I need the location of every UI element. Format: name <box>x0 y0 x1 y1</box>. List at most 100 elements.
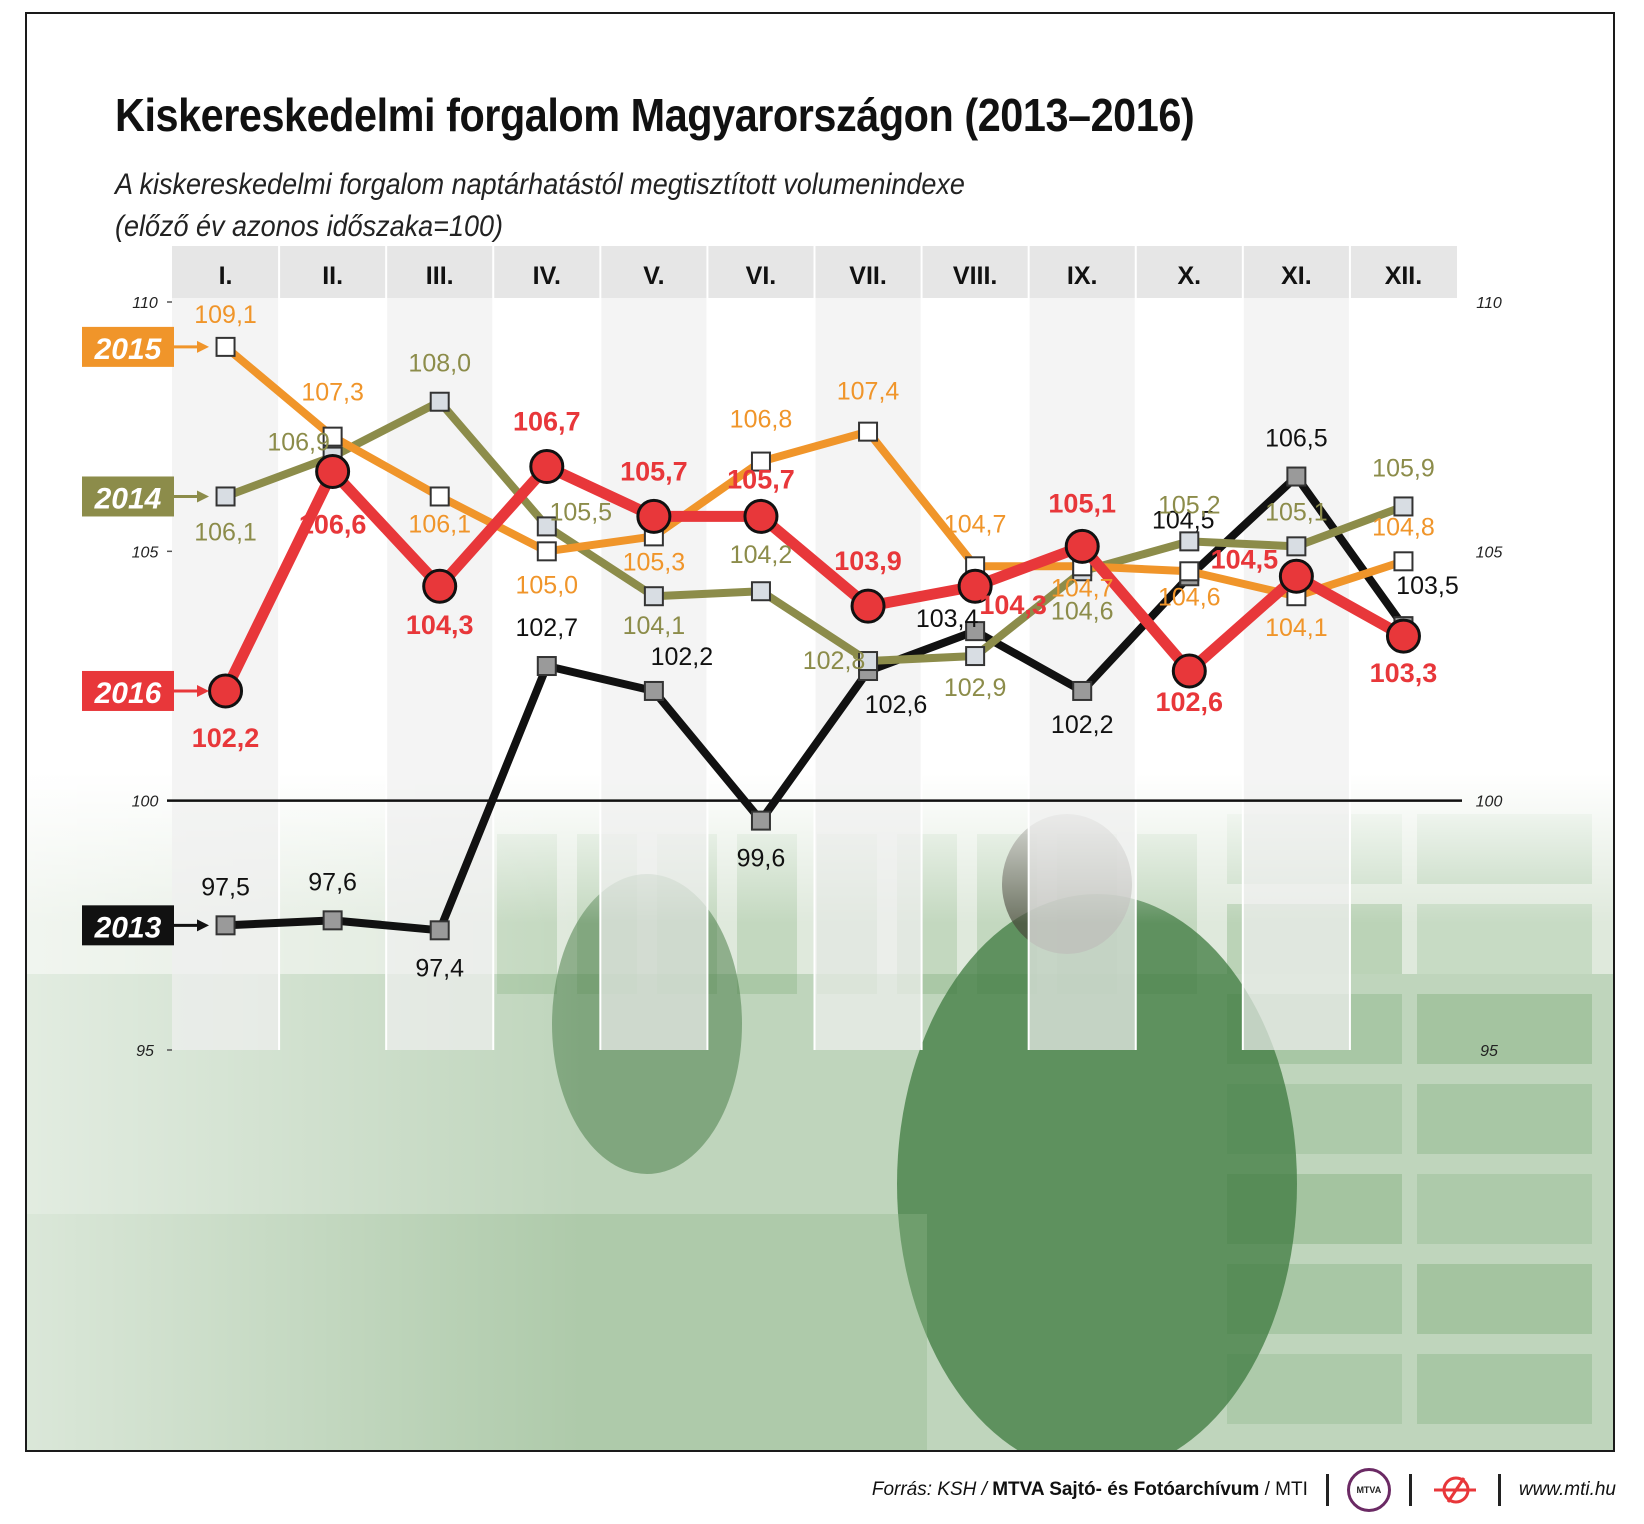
data-label-2013: 97,6 <box>308 868 357 896</box>
data-label-2015: 105,0 <box>516 571 579 599</box>
point-marker-2015 <box>750 451 771 472</box>
point-marker-2015 <box>1393 551 1414 572</box>
legend-tag-2014 <box>82 476 174 517</box>
data-label-2015: 104,7 <box>1051 574 1114 602</box>
point-marker-2016 <box>1064 528 1100 564</box>
point-marker-2015 <box>536 541 557 562</box>
point-marker-2013 <box>1072 680 1093 701</box>
point-marker-2013 <box>322 910 343 931</box>
point-marker-2016 <box>957 568 993 604</box>
point-marker-2016 <box>208 673 244 709</box>
footer-divider <box>1325 1474 1329 1506</box>
point-marker-2013 <box>965 621 986 642</box>
legend-arrowhead-2014 <box>197 490 209 503</box>
data-label-2016: 106,7 <box>513 407 581 437</box>
month-label: IX. <box>1067 262 1098 290</box>
point-marker-2015 <box>1179 561 1200 582</box>
y-tick-label-left: 95 <box>136 1043 154 1060</box>
data-label-2013: 103,4 <box>916 605 979 633</box>
data-labels: 97,5 97,6 97,4 102,7 102,2 99,6 102,6 103,4 102,… <box>192 301 1459 982</box>
month-label: VII. <box>849 262 887 290</box>
data-label-2013: 103,5 <box>1396 572 1459 600</box>
data-label-2016: 103,9 <box>834 546 902 576</box>
data-label-2014: 106,1 <box>194 518 257 546</box>
data-label-2014: 104,2 <box>730 541 793 569</box>
mti-logo-icon <box>1433 1476 1476 1504</box>
legend-label-2014: 2014 <box>94 482 162 515</box>
data-label-2013: 102,6 <box>865 691 928 719</box>
data-label-2016: 104,3 <box>979 590 1047 620</box>
y-tick-label-right: 100 <box>1476 794 1503 811</box>
month-band-shade <box>1242 298 1350 1050</box>
month-label: III. <box>426 262 454 290</box>
point-marker-2013 <box>1286 466 1307 487</box>
source-credit: Forrás: KSH / MTVA Sajtó- és Fotóarchívu… <box>872 1479 1308 1501</box>
data-label-2016: 106,6 <box>299 510 367 540</box>
data-label-2014: 102,8 <box>803 647 866 675</box>
data-label-2015: 107,3 <box>301 379 364 407</box>
data-label-2016: 103,3 <box>1370 658 1438 688</box>
point-marker-2016 <box>1171 653 1207 689</box>
y-tick-label-left: 100 <box>132 794 159 811</box>
point-marker-2014 <box>750 581 771 602</box>
data-label-2014: 108,0 <box>408 350 471 378</box>
data-label-2013: 102,7 <box>516 614 579 642</box>
series-line-2016 <box>220 461 1409 697</box>
y-tick-label-right: 95 <box>1480 1043 1498 1060</box>
data-label-2013: 102,2 <box>1051 711 1114 739</box>
point-marker-2014 <box>536 516 557 537</box>
data-label-2014: 104,6 <box>1051 597 1114 625</box>
data-label-2015: 104,7 <box>944 510 1007 538</box>
legend-tag-2016 <box>82 670 174 711</box>
point-marker-2014 <box>1286 536 1307 557</box>
data-label-2015: 104,6 <box>1158 583 1221 611</box>
legend-arrowhead-2015 <box>197 340 209 353</box>
data-label-2013: 99,6 <box>737 845 786 873</box>
source-prefix: Forrás: KSH / <box>871 1479 987 1500</box>
data-label-2016: 102,2 <box>192 723 260 753</box>
month-label: VIII. <box>953 262 997 290</box>
point-marker-2014 <box>1179 531 1200 552</box>
point-marker-2013 <box>536 656 557 677</box>
month-label: V. <box>643 262 664 290</box>
mtva-logo: MTVA <box>1346 1468 1391 1512</box>
data-label-2016: 105,1 <box>1048 488 1116 518</box>
data-label-2014: 105,1 <box>1265 498 1328 526</box>
month-label: X. <box>1177 262 1201 290</box>
point-marker-2016 <box>315 454 351 490</box>
point-marker-2014 <box>965 646 986 667</box>
chart-frame: I. II. III. IV. V. VI. VII. VIII. IX. X. XI. XII. 1… <box>25 12 1615 1452</box>
month-label: I. <box>219 262 233 290</box>
month-label: II. <box>322 262 343 290</box>
data-label-2015: 106,1 <box>408 510 471 538</box>
data-label-2016: 104,5 <box>1211 544 1279 574</box>
data-label-2016: 105,7 <box>620 456 688 486</box>
y-axis-ticks: 110 110 105 105 100 100 95 95 <box>132 295 1503 1060</box>
series-lines <box>208 336 1421 941</box>
month-band-shade <box>600 298 708 1050</box>
source-suffix: / MTI <box>1264 1479 1308 1500</box>
footer-divider <box>1408 1474 1412 1506</box>
y-tick-label-right: 105 <box>1476 544 1503 561</box>
data-label-2015: 105,3 <box>623 548 686 576</box>
data-label-2015: 107,4 <box>837 378 900 406</box>
month-label: VI. <box>746 262 777 290</box>
data-label-2015: 104,8 <box>1372 513 1435 541</box>
point-marker-2015 <box>429 486 450 507</box>
source-archive: MTVA Sajtó- és Fotóarchívum <box>992 1479 1260 1500</box>
mtva-logo-text: MTVA <box>1356 1485 1382 1495</box>
data-label-2014: 105,9 <box>1372 454 1435 482</box>
point-marker-2015 <box>858 421 879 442</box>
point-marker-2016 <box>636 498 672 534</box>
point-marker-2013 <box>643 680 664 701</box>
footer-url: www.mti.hu <box>1518 1479 1616 1500</box>
data-label-2014: 105,2 <box>1158 491 1221 519</box>
series-line-2013 <box>221 472 1408 935</box>
data-label-2014: 105,5 <box>550 498 613 526</box>
point-marker-2015 <box>322 426 343 447</box>
data-label-2013: 97,4 <box>415 954 464 982</box>
month-label: XII. <box>1385 262 1423 290</box>
data-label-2013: 106,5 <box>1265 425 1328 453</box>
y-tick-label-right: 110 <box>1476 295 1502 312</box>
footer-divider <box>1497 1474 1501 1506</box>
